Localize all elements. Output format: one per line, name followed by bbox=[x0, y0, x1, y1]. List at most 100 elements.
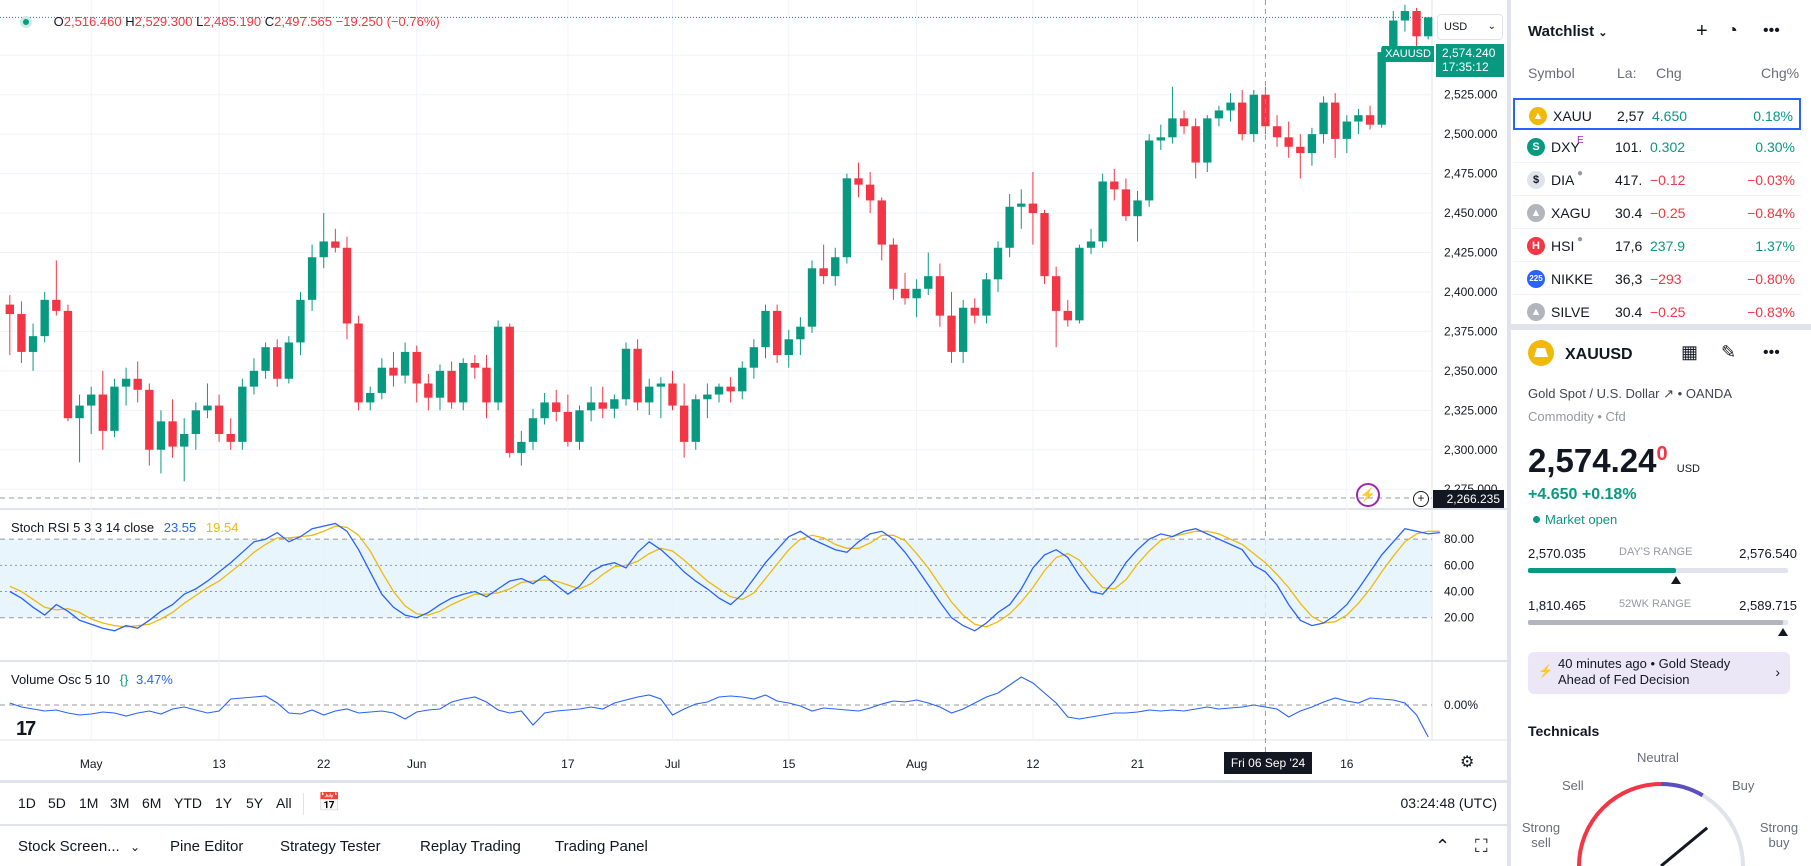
gear-icon[interactable]: ⚙ bbox=[1460, 754, 1475, 771]
candle-body bbox=[947, 315, 956, 352]
chart-panel[interactable]: 2,550.0002,525.0002,500.0002,475.0002,45… bbox=[0, 0, 1507, 780]
range-1d-button[interactable]: 1D bbox=[18, 795, 36, 811]
candle-body bbox=[703, 394, 712, 400]
candle-body bbox=[645, 386, 654, 403]
price-main: 2,574.24 bbox=[1528, 442, 1657, 479]
calendar-goto-icon[interactable]: 📅 bbox=[318, 792, 341, 812]
range-all-button[interactable]: All bbox=[276, 795, 292, 811]
high-value: 2,529.300 bbox=[134, 14, 193, 29]
more-icon[interactable]: ••• bbox=[1763, 344, 1780, 361]
symbol-exchange[interactable]: • OANDA bbox=[1677, 386, 1733, 401]
candle-body bbox=[726, 386, 735, 392]
edit-note-icon[interactable]: ✎ bbox=[1721, 342, 1737, 362]
range-5d-button[interactable]: 5D bbox=[48, 795, 66, 811]
candle-body bbox=[1051, 276, 1061, 311]
watchlist-row-dxy[interactable]: S DXY E 101. 0.302 0.30% bbox=[1513, 131, 1801, 163]
tradingview-logo[interactable]: 17 bbox=[16, 718, 36, 740]
collapse-up-icon[interactable]: ⌃ bbox=[1435, 836, 1451, 856]
col-chg-percent[interactable]: Chg% bbox=[1761, 65, 1800, 81]
row-last: 101. bbox=[1615, 139, 1643, 155]
divider bbox=[303, 793, 304, 815]
tab-strategy-tester[interactable]: Strategy Tester bbox=[280, 838, 381, 855]
news-item[interactable]: ⚡ 40 minutes ago • Gold Steady Ahead of … bbox=[1528, 652, 1790, 694]
utc-clock[interactable]: 03:24:48 (UTC) bbox=[1400, 795, 1497, 811]
price-axis-label: 2,450.000 bbox=[1444, 206, 1498, 220]
candle-body bbox=[982, 279, 991, 316]
row-chg-percent: −0.03% bbox=[1747, 172, 1795, 188]
panel-splitter[interactable] bbox=[1507, 0, 1511, 866]
tab-trading-panel[interactable]: Trading Panel bbox=[555, 838, 648, 855]
range-1m-button[interactable]: 1M bbox=[79, 795, 99, 811]
watchlist-row-nikke[interactable]: 225 NIKKE 36,3 −293 −0.80% bbox=[1513, 263, 1801, 295]
watchlist-row-dia[interactable]: $ DIA ● 417. −0.12 −0.03% bbox=[1513, 164, 1801, 196]
candle-body bbox=[238, 386, 247, 442]
external-link-icon[interactable]: ↗ bbox=[1663, 386, 1675, 401]
range-6m-button[interactable]: 6M bbox=[142, 795, 162, 811]
row-symbol: HSI bbox=[1551, 238, 1575, 254]
chevron-down-icon[interactable]: ⌄ bbox=[130, 840, 141, 854]
crosshair-price-label: 2,266.235 bbox=[1433, 490, 1504, 508]
lightning-icon: ⚡ bbox=[1538, 664, 1553, 678]
technicals-title[interactable]: Technicals bbox=[1528, 723, 1600, 739]
advanced-view-icon[interactable]: ◔ bbox=[1727, 20, 1738, 40]
tab-replay-trading[interactable]: Replay Trading bbox=[420, 838, 521, 855]
currency-select[interactable]: USD ⌄ bbox=[1437, 14, 1503, 40]
range-ytd-button[interactable]: YTD bbox=[174, 795, 202, 811]
col-last[interactable]: La: bbox=[1617, 65, 1637, 81]
row-chg: −0.12 bbox=[1650, 172, 1686, 188]
candle-body bbox=[145, 389, 154, 450]
wk-low: 1,810.465 bbox=[1528, 598, 1586, 613]
candle-body bbox=[1284, 137, 1293, 147]
wk-range-fill bbox=[1528, 620, 1783, 625]
time-axis-label: 16 bbox=[1340, 757, 1354, 771]
col-chg[interactable]: Chg bbox=[1656, 65, 1682, 81]
candle-body bbox=[1424, 17, 1433, 37]
vol-osc-params: 5 10 bbox=[84, 672, 111, 687]
candle-body bbox=[1319, 102, 1328, 135]
row-chg: −0.25 bbox=[1650, 205, 1686, 221]
candle-body bbox=[63, 310, 73, 419]
change-value: −19.250 (−0.76%) bbox=[335, 14, 440, 29]
candle-body bbox=[180, 433, 189, 447]
range-1y-button[interactable]: 1Y bbox=[215, 795, 233, 811]
range-5y-button[interactable]: 5Y bbox=[246, 795, 264, 811]
close-label: C bbox=[264, 14, 275, 29]
candle-body bbox=[1214, 110, 1224, 119]
time-axis-label: 12 bbox=[1026, 757, 1040, 771]
maximize-icon[interactable]: ⛶ bbox=[1475, 836, 1488, 856]
lightning-event-icon[interactable]: ⚡ bbox=[1356, 483, 1380, 507]
ohlc-legend: O2,516.460 H2,529.300 L2,485.190 C2,497.… bbox=[20, 14, 440, 29]
more-icon[interactable]: ••• bbox=[1763, 22, 1780, 39]
col-symbol[interactable]: Symbol bbox=[1528, 65, 1575, 81]
market-status[interactable]: Market open bbox=[1533, 512, 1617, 527]
add-symbol-icon[interactable]: + bbox=[1696, 20, 1708, 42]
grid-layout-icon[interactable]: ▦ bbox=[1681, 342, 1699, 362]
watchlist-row-hsi[interactable]: H HSI ● 17,6 237.9 1.37% bbox=[1513, 230, 1801, 262]
chart-canvas[interactable]: 2,550.0002,525.0002,500.0002,475.0002,45… bbox=[0, 0, 1507, 780]
row-chg-percent: −0.84% bbox=[1747, 205, 1795, 221]
price-axis-label: 2,400.000 bbox=[1444, 285, 1498, 299]
add-alert-plus-icon[interactable]: + bbox=[1413, 491, 1429, 507]
candle-body bbox=[226, 433, 235, 442]
candle-body bbox=[121, 378, 131, 387]
row-last: 30.4 bbox=[1615, 304, 1643, 320]
candle-body bbox=[1110, 181, 1119, 190]
watchlist-row-xauu[interactable]: ▲ XAUU 2,57 4.650 0.18% bbox=[1513, 98, 1801, 130]
symbol-ticker[interactable]: XAUUSD bbox=[1565, 346, 1633, 363]
candle-body bbox=[900, 288, 910, 299]
gauge-needle bbox=[1660, 826, 1709, 866]
watchlist-row-xagu[interactable]: ▲ XAGU 30.4 −0.25 −0.84% bbox=[1513, 197, 1801, 229]
tab-pine-editor[interactable]: Pine Editor bbox=[170, 838, 244, 855]
tab-stock-screener[interactable]: Stock Screen... bbox=[18, 838, 120, 855]
candle-body bbox=[1086, 241, 1096, 248]
candle-body bbox=[1389, 20, 1398, 53]
candle-body bbox=[796, 326, 805, 340]
gauge-neutral-label: Neutral bbox=[1637, 750, 1679, 765]
candle-body bbox=[1040, 213, 1049, 277]
code-braces-icon[interactable]: {} bbox=[119, 672, 129, 687]
watchlist-title[interactable]: Watchlist ⌄ bbox=[1528, 23, 1608, 40]
candle-body bbox=[459, 362, 468, 403]
range-3m-button[interactable]: 3M bbox=[110, 795, 130, 811]
gold-symbol-icon bbox=[1528, 340, 1554, 366]
candle-body bbox=[110, 386, 119, 431]
